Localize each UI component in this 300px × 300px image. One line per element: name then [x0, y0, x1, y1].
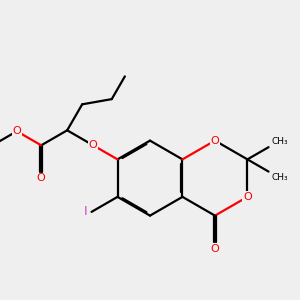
Text: I: I [83, 206, 87, 218]
Text: O: O [37, 173, 46, 183]
Text: CH₃: CH₃ [272, 137, 288, 146]
Text: CH₃: CH₃ [272, 173, 288, 182]
Text: O: O [13, 126, 21, 136]
Text: O: O [211, 244, 219, 254]
Text: O: O [89, 140, 98, 150]
Text: O: O [243, 192, 252, 202]
Text: O: O [211, 136, 219, 146]
